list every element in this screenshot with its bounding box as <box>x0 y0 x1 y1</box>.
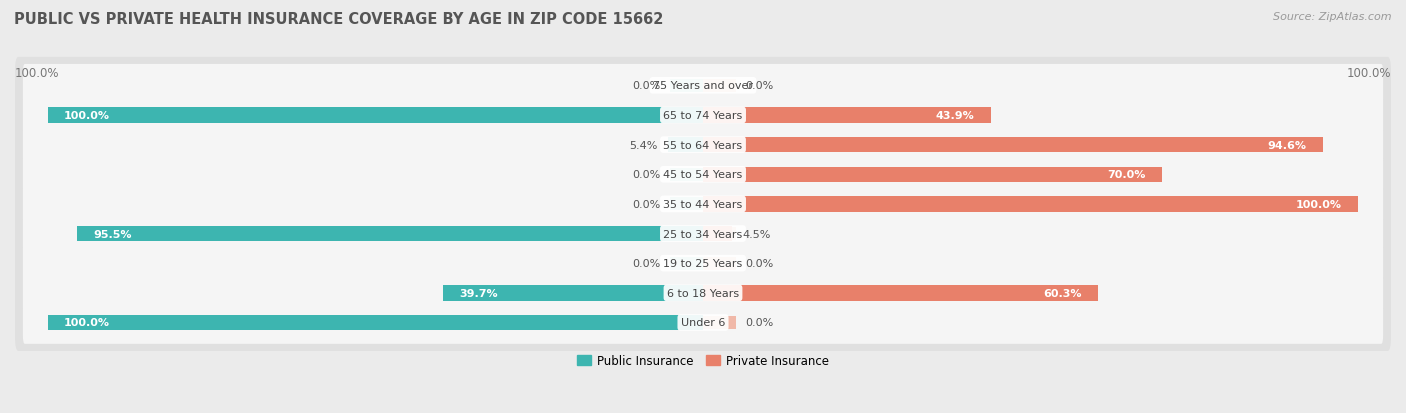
Text: 95.5%: 95.5% <box>94 229 132 239</box>
Bar <box>668 138 703 153</box>
FancyBboxPatch shape <box>15 265 1391 322</box>
Text: 39.7%: 39.7% <box>460 288 498 298</box>
Text: 45 to 54 Years: 45 to 54 Years <box>664 170 742 180</box>
Bar <box>703 287 735 300</box>
Text: 0.0%: 0.0% <box>745 259 773 268</box>
Bar <box>48 315 703 330</box>
FancyBboxPatch shape <box>15 147 1391 203</box>
Text: 19 to 25 Years: 19 to 25 Years <box>664 259 742 268</box>
FancyBboxPatch shape <box>22 183 1384 225</box>
Text: Under 6: Under 6 <box>681 318 725 328</box>
FancyBboxPatch shape <box>22 65 1384 107</box>
Text: 100.0%: 100.0% <box>15 67 59 80</box>
Text: 0.0%: 0.0% <box>633 81 661 91</box>
Text: 4.5%: 4.5% <box>742 229 770 239</box>
Bar <box>703 197 1358 212</box>
Bar <box>671 257 703 270</box>
FancyBboxPatch shape <box>22 301 1384 344</box>
Text: 0.0%: 0.0% <box>633 259 661 268</box>
Bar <box>77 226 703 242</box>
Text: 100.0%: 100.0% <box>1296 199 1341 209</box>
Bar <box>703 108 991 123</box>
Bar <box>703 80 735 93</box>
Text: 25 to 34 Years: 25 to 34 Years <box>664 229 742 239</box>
Text: 0.0%: 0.0% <box>745 318 773 328</box>
FancyBboxPatch shape <box>15 117 1391 173</box>
Bar <box>671 316 703 329</box>
Text: 60.3%: 60.3% <box>1043 288 1081 298</box>
Text: 100.0%: 100.0% <box>65 111 110 121</box>
Bar <box>703 316 735 329</box>
FancyBboxPatch shape <box>22 95 1384 137</box>
Bar <box>703 228 735 240</box>
FancyBboxPatch shape <box>22 154 1384 196</box>
Text: 35 to 44 Years: 35 to 44 Years <box>664 199 742 209</box>
FancyBboxPatch shape <box>22 242 1384 285</box>
Bar <box>671 139 703 152</box>
Legend: Public Insurance, Private Insurance: Public Insurance, Private Insurance <box>572 349 834 372</box>
Text: 100.0%: 100.0% <box>65 318 110 328</box>
Text: 5.4%: 5.4% <box>630 140 658 150</box>
FancyBboxPatch shape <box>15 58 1391 114</box>
Bar <box>671 287 703 300</box>
Bar <box>703 257 735 270</box>
Text: 100.0%: 100.0% <box>1347 67 1391 80</box>
FancyBboxPatch shape <box>15 235 1391 292</box>
Text: 6 to 18 Years: 6 to 18 Years <box>666 288 740 298</box>
Bar <box>671 80 703 93</box>
Bar <box>703 168 735 181</box>
Text: Source: ZipAtlas.com: Source: ZipAtlas.com <box>1274 12 1392 22</box>
FancyBboxPatch shape <box>22 124 1384 166</box>
Bar <box>48 108 703 123</box>
Text: PUBLIC VS PRIVATE HEALTH INSURANCE COVERAGE BY AGE IN ZIP CODE 15662: PUBLIC VS PRIVATE HEALTH INSURANCE COVER… <box>14 12 664 27</box>
Bar <box>703 167 1161 183</box>
Bar <box>703 109 735 122</box>
Bar <box>703 285 1098 301</box>
FancyBboxPatch shape <box>22 272 1384 314</box>
Text: 0.0%: 0.0% <box>633 199 661 209</box>
Bar <box>671 109 703 122</box>
Bar <box>703 226 733 242</box>
Bar <box>671 228 703 240</box>
Bar <box>703 139 735 152</box>
Bar <box>703 198 735 211</box>
Text: 43.9%: 43.9% <box>935 111 974 121</box>
Bar <box>443 285 703 301</box>
FancyBboxPatch shape <box>22 213 1384 255</box>
Text: 0.0%: 0.0% <box>633 170 661 180</box>
Text: 65 to 74 Years: 65 to 74 Years <box>664 111 742 121</box>
Bar <box>671 168 703 181</box>
FancyBboxPatch shape <box>15 87 1391 144</box>
Text: 94.6%: 94.6% <box>1267 140 1306 150</box>
Text: 75 Years and over: 75 Years and over <box>652 81 754 91</box>
Text: 0.0%: 0.0% <box>745 81 773 91</box>
Text: 55 to 64 Years: 55 to 64 Years <box>664 140 742 150</box>
Text: 70.0%: 70.0% <box>1107 170 1146 180</box>
Bar <box>703 138 1323 153</box>
Bar <box>671 198 703 211</box>
FancyBboxPatch shape <box>15 294 1391 351</box>
FancyBboxPatch shape <box>15 206 1391 262</box>
FancyBboxPatch shape <box>15 176 1391 233</box>
